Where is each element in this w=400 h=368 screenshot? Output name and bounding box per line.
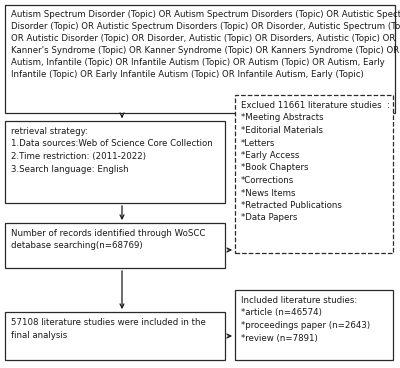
Text: 57108 literature studies were included in the
final analysis: 57108 literature studies were included i… bbox=[11, 318, 206, 340]
Text: Exclued 11661 literature studies  :
*Meeting Abstracts
*Editorial Materials
*Let: Exclued 11661 literature studies : *Meet… bbox=[241, 101, 390, 223]
Text: Included literature studies:
*article (n=46574)
*proceedings paper (n=2643)
*rev: Included literature studies: *article (n… bbox=[241, 296, 370, 343]
Text: retrieval strategy:
1.Data sources:Web of Science Core Collection
2.Time restric: retrieval strategy: 1.Data sources:Web o… bbox=[11, 127, 213, 173]
Bar bbox=[5, 312, 225, 360]
Text: Number of records identified through WoSCC
detabase searching(n=68769): Number of records identified through WoS… bbox=[11, 229, 205, 251]
Bar bbox=[5, 121, 225, 203]
Bar bbox=[235, 95, 393, 253]
Bar bbox=[235, 290, 393, 360]
Bar bbox=[5, 223, 225, 268]
Bar bbox=[5, 5, 395, 113]
Text: Autism Spectrum Disorder (Topic) OR Autism Spectrum Disorders (Topic) OR Autisti: Autism Spectrum Disorder (Topic) OR Auti… bbox=[11, 10, 400, 79]
